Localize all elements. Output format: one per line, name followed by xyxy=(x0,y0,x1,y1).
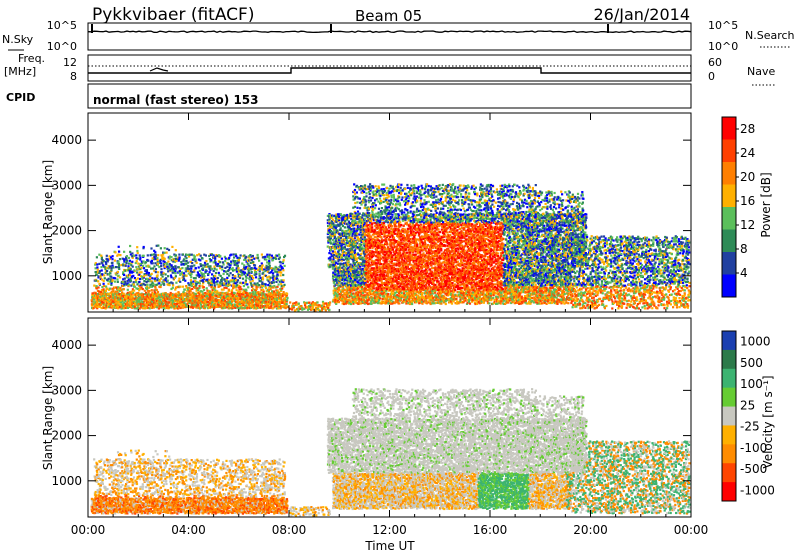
echo-cell xyxy=(212,297,214,299)
beam-title: Beam 05 xyxy=(355,7,422,25)
nsky-tick-high: 10^5 xyxy=(47,19,77,32)
date-title: 26/Jan/2014 xyxy=(593,5,690,24)
echo-cell xyxy=(136,294,138,296)
echo-cell xyxy=(231,301,233,303)
echo-cell xyxy=(212,294,214,296)
echo-cell xyxy=(91,299,93,301)
cpid-label: CPID xyxy=(6,91,35,104)
nave-tick-low: 0 xyxy=(708,70,715,83)
nsky-panel-frame xyxy=(88,23,691,50)
echo-cell xyxy=(234,307,236,309)
power-scatter xyxy=(91,183,691,312)
echo-cell xyxy=(160,299,162,301)
nsearch-tick-high: 10^5 xyxy=(708,19,738,32)
echo-cell xyxy=(131,295,133,297)
freq-label: Freq. xyxy=(18,52,45,65)
freq-trace-glitch xyxy=(150,68,168,71)
echo-cell xyxy=(109,299,111,301)
nsky-trace xyxy=(88,24,691,33)
echo-cell xyxy=(151,303,153,305)
nsky-tick-low: 10^0 xyxy=(47,40,77,53)
echo-cell xyxy=(154,302,156,304)
echo-cell xyxy=(221,305,223,307)
nsearch-label: N.Search xyxy=(745,29,795,42)
echo-cell xyxy=(206,295,208,297)
echo-cell xyxy=(234,292,236,294)
echo-cell xyxy=(93,299,95,301)
nave-label: Nave xyxy=(747,65,775,78)
freq-trace xyxy=(88,68,691,73)
freq-unit: [MHz] xyxy=(4,65,36,78)
cpid-text: normal (fast stereo) 153 xyxy=(93,93,259,107)
echo-cell xyxy=(195,293,197,295)
nsearch-tick-low: 10^0 xyxy=(708,40,738,53)
echo-cell xyxy=(198,305,200,307)
nsky-label: N.Sky xyxy=(2,33,34,46)
echo-cell xyxy=(92,292,94,294)
radar-figure: Pykkvibaer (fitACF) Beam 05 26/Jan/2014 … xyxy=(0,0,800,554)
freq-tick-low: 8 xyxy=(70,70,77,83)
station-title: Pykkvibaer (fitACF) xyxy=(92,5,254,25)
nave-tick-high: 60 xyxy=(708,56,722,69)
freq-tick-high: 12 xyxy=(63,56,77,69)
nsky-line xyxy=(88,31,691,32)
